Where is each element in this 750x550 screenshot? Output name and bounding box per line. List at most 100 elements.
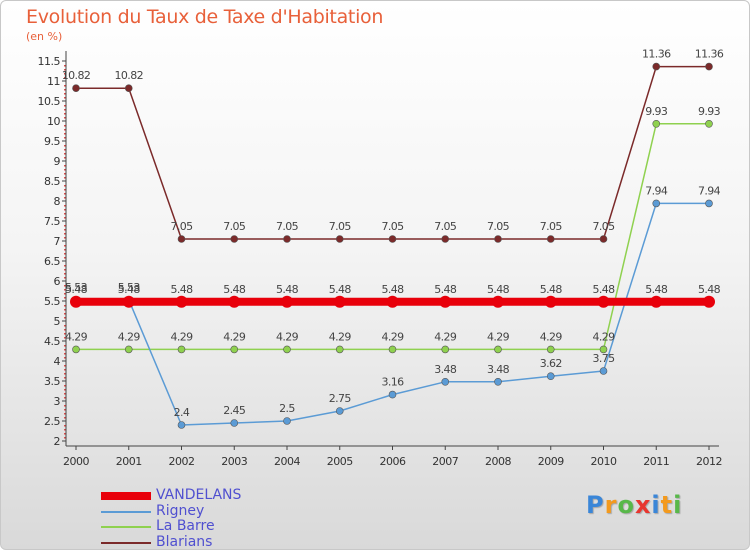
- x-tick-label: 2012: [696, 455, 722, 468]
- data-point-la-barre: [546, 345, 555, 354]
- x-tick-label: 2007: [432, 455, 458, 468]
- data-point-rigney: [599, 367, 608, 375]
- y-tick-label: 6.5: [44, 255, 60, 268]
- data-label-blarians: 7.05: [276, 220, 299, 233]
- data-point-rigney: [441, 377, 450, 386]
- data-label-la-barre: 9.93: [698, 105, 721, 118]
- data-point-vandelans: [597, 295, 610, 308]
- data-label-vandelans: 5.48: [434, 283, 457, 296]
- y-tick-label: 8: [54, 195, 61, 208]
- y-minor-tick: [64, 113, 66, 115]
- data-label-blarians: 7.05: [329, 220, 352, 233]
- y-minor-tick: [64, 273, 66, 275]
- data-label-vandelans: 5.48: [118, 283, 141, 296]
- data-label-vandelans: 5.48: [381, 283, 404, 296]
- data-point-la-barre: [441, 345, 450, 354]
- y-tick-label: 7: [54, 235, 61, 248]
- y-tick-label: 11.5: [38, 55, 61, 68]
- data-point-blarians: [124, 84, 133, 92]
- data-point-rigney: [335, 407, 344, 415]
- data-label-blarians: 7.05: [540, 220, 563, 233]
- data-point-vandelans: [122, 295, 135, 308]
- data-label-la-barre: 4.29: [592, 330, 615, 343]
- data-label-blarians: 10.82: [115, 69, 144, 82]
- y-tick-label: 10: [47, 115, 60, 128]
- y-minor-tick: [64, 417, 66, 419]
- y-minor-tick: [64, 317, 66, 319]
- data-point-vandelans: [281, 295, 293, 308]
- y-minor-tick: [64, 293, 66, 295]
- y-minor-tick: [64, 325, 66, 327]
- y-minor-tick: [64, 233, 66, 235]
- data-point-blarians: [230, 235, 239, 243]
- y-tick-label: 3: [54, 395, 61, 408]
- y-minor-tick: [64, 93, 66, 95]
- y-minor-tick: [64, 393, 66, 395]
- y-minor-tick: [64, 249, 66, 251]
- y-minor-tick: [64, 289, 66, 291]
- data-point-la-barre: [652, 120, 661, 128]
- data-label-rigney: 2.5: [279, 402, 295, 415]
- y-minor-tick: [64, 85, 66, 87]
- y-minor-tick: [64, 253, 66, 255]
- data-label-la-barre: 4.29: [276, 330, 299, 343]
- data-point-vandelans: [175, 295, 188, 308]
- data-label-vandelans: 5.48: [223, 283, 246, 296]
- data-label-la-barre: 4.29: [329, 330, 352, 343]
- x-tick-label: 2009: [538, 455, 564, 468]
- y-minor-tick: [64, 313, 66, 315]
- y-minor-tick: [64, 65, 66, 67]
- data-label-la-barre: 9.93: [645, 105, 668, 118]
- data-label-rigney: 3.48: [434, 363, 457, 376]
- y-minor-tick: [64, 369, 66, 371]
- y-minor-tick: [64, 125, 66, 127]
- y-minor-tick: [64, 365, 66, 367]
- y-minor-tick: [64, 153, 66, 155]
- data-label-blarians: 7.05: [487, 220, 510, 233]
- data-label-rigney: 3.75: [592, 352, 615, 365]
- data-point-la-barre: [335, 345, 344, 354]
- y-minor-tick: [64, 133, 66, 135]
- y-minor-tick: [64, 297, 66, 299]
- y-tick-label: 4: [54, 355, 61, 368]
- y-minor-tick: [64, 145, 66, 147]
- data-label-rigney: 3.48: [487, 363, 510, 376]
- y-minor-tick: [64, 197, 66, 199]
- data-point-blarians: [72, 84, 80, 92]
- y-tick-label: 11: [47, 75, 60, 88]
- y-tick-label: 5.5: [44, 295, 60, 308]
- data-label-blarians: 7.05: [592, 220, 615, 233]
- y-minor-tick: [64, 257, 66, 259]
- logo-letter: i: [673, 491, 683, 519]
- y-tick-label: 7.5: [44, 215, 60, 228]
- data-point-la-barre: [599, 345, 608, 354]
- y-minor-tick: [64, 69, 66, 71]
- y-minor-tick: [64, 413, 66, 415]
- y-minor-tick: [64, 429, 66, 431]
- y-minor-tick: [64, 309, 66, 311]
- data-point-rigney: [283, 417, 291, 425]
- data-point-la-barre: [230, 345, 239, 354]
- y-tick-label: 10.5: [38, 95, 61, 108]
- data-label-vandelans: 5.48: [592, 283, 615, 296]
- data-point-blarians: [546, 235, 555, 243]
- y-minor-tick: [64, 265, 66, 267]
- data-point-blarians: [652, 62, 661, 71]
- x-tick-label: 2003: [221, 455, 247, 468]
- data-label-rigney: 2.45: [223, 404, 246, 417]
- data-point-vandelans: [70, 295, 82, 308]
- y-minor-tick: [64, 225, 66, 227]
- legend-label: La Barre: [156, 518, 215, 534]
- legend-label: Rigney: [156, 502, 205, 519]
- data-point-vandelans: [386, 295, 399, 308]
- y-minor-tick: [64, 109, 66, 111]
- data-label-la-barre: 4.29: [381, 330, 404, 343]
- y-minor-tick: [64, 405, 66, 407]
- y-tick-label: 2: [54, 435, 61, 448]
- data-label-la-barre: 4.29: [540, 330, 563, 343]
- data-point-blarians: [177, 235, 186, 243]
- legend-swatch: [101, 492, 151, 500]
- y-minor-tick: [64, 73, 66, 75]
- data-point-blarians: [494, 235, 502, 243]
